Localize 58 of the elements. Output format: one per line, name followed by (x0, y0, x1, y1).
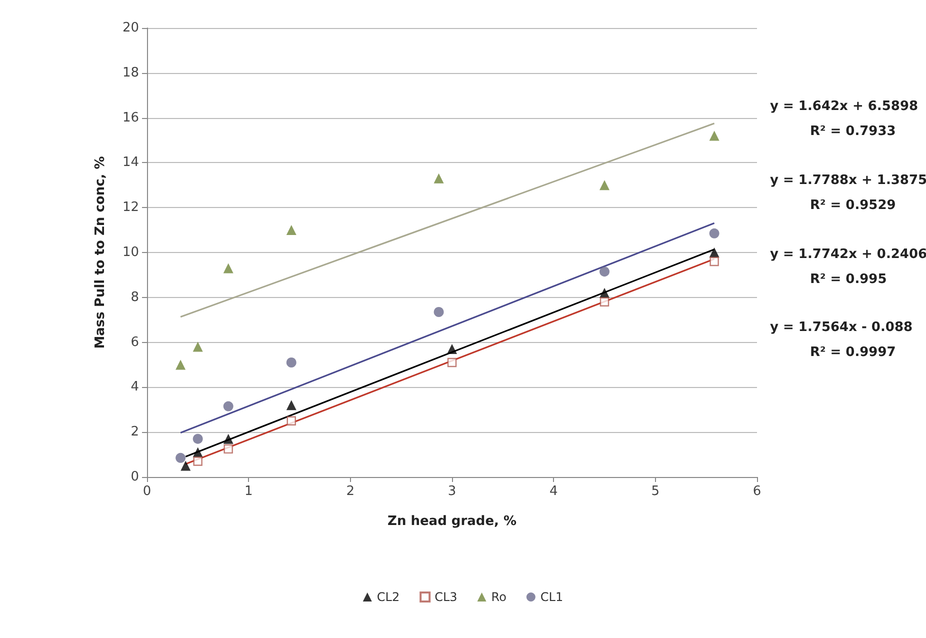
y-tick-label: 14 (122, 155, 139, 170)
text: R² = 0.9529 (810, 198, 896, 213)
text: R² = 0.995 (810, 272, 887, 287)
point (223, 263, 234, 274)
point (224, 444, 233, 454)
y-tick-label: 10 (122, 245, 139, 260)
point (286, 400, 296, 410)
point (709, 228, 720, 238)
y-tick-label: 2 (130, 424, 139, 440)
point (710, 256, 719, 266)
y-tick-label: 16 (122, 110, 139, 126)
point (286, 225, 296, 236)
point (447, 344, 457, 354)
y-tick-label: 0 (130, 470, 139, 484)
point (286, 358, 296, 368)
y-tick-label: 4 (130, 380, 139, 395)
y-tick-label: 8 (130, 290, 139, 305)
point (193, 456, 202, 466)
y-tick-label: 20 (122, 20, 139, 36)
y-tick-label: 12 (122, 200, 139, 216)
x-tick-label: 5 (651, 484, 660, 499)
point (286, 416, 296, 426)
point (434, 173, 444, 184)
x-tick-label: 2 (346, 484, 354, 499)
legend-label: CL3 (434, 590, 458, 604)
point (600, 266, 610, 277)
y-tick-label: 18 (122, 65, 139, 80)
x-tick-label: 1 (244, 484, 253, 499)
text: y = 1.7788x + 1.3875 (770, 173, 926, 188)
text: y = 1.642x + 6.5898 (770, 99, 918, 114)
point (192, 434, 203, 444)
point (600, 297, 610, 306)
legend-label: Ro (491, 590, 506, 604)
legend-label: CL1 (540, 590, 564, 604)
point (176, 360, 186, 370)
x-tick-label: 4 (550, 484, 558, 499)
point (223, 434, 234, 444)
text: R² = 0.9997 (810, 345, 896, 360)
x-tick-label: 6 (752, 484, 762, 499)
point (176, 452, 186, 463)
text: y = 1.7564x - 0.088 (770, 320, 913, 335)
point (709, 130, 720, 141)
legend-label: CL2 (376, 590, 400, 604)
point (180, 460, 191, 471)
y-tick-label: 6 (130, 334, 139, 350)
point (709, 248, 720, 258)
point (447, 358, 457, 368)
text: y = 1.7742x + 0.2406 (770, 247, 926, 262)
point (600, 180, 610, 190)
x-tick-label: 3 (448, 484, 456, 499)
x-axis-title: Zn head grade, % (388, 514, 516, 529)
point (192, 342, 203, 352)
point (434, 306, 444, 317)
point (600, 288, 610, 298)
y-axis-title: Mass Pull to to Zn conc, % (93, 156, 108, 349)
point (223, 401, 234, 412)
text: R² = 0.7933 (810, 124, 896, 139)
x-tick-label: 0 (142, 484, 152, 499)
